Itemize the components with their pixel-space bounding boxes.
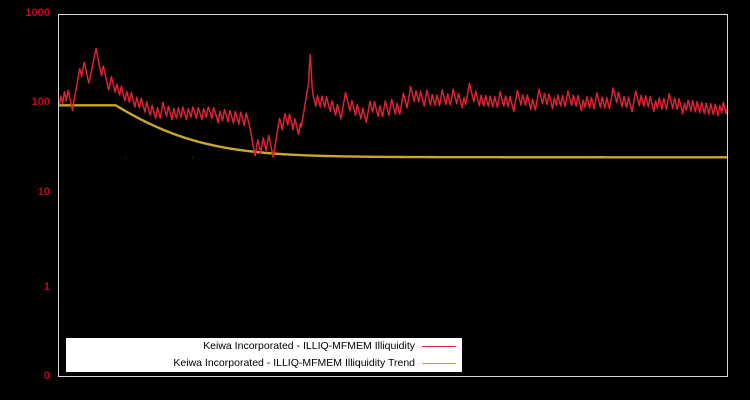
legend-label-illiquidity-trend: Keiwa Incorporated - ILLIQ-MFMEM Illiqui…: [173, 357, 415, 369]
plot-area: [58, 14, 728, 377]
chart-legend: Keiwa Incorporated - ILLIQ-MFMEM Illiqui…: [66, 338, 462, 372]
legend-color-swatch-illiquidity: [422, 346, 456, 347]
y-axis-tick-label-10: 10: [37, 186, 50, 198]
legend-entry-illiquidity: Keiwa Incorporated - ILLIQ-MFMEM Illiqui…: [66, 338, 462, 355]
legend-label-illiquidity: Keiwa Incorporated - ILLIQ-MFMEM Illiqui…: [203, 340, 415, 352]
legend-entry-illiquidity-trend: Keiwa Incorporated - ILLIQ-MFMEM Illiqui…: [66, 355, 462, 372]
illiquidity-series-line: [59, 47, 727, 159]
y-axis-tick-label-100: 100: [31, 96, 50, 108]
legend-color-swatch-illiquidity-trend: [422, 363, 456, 364]
chart-canvas: [59, 47, 727, 159]
illiquidity-trend-line: [59, 104, 727, 159]
y-axis-tick-label-0: 0: [43, 370, 50, 382]
y-axis-tick-label-1: 1: [43, 281, 50, 293]
y-axis-tick-label-1000: 1000: [25, 7, 50, 19]
